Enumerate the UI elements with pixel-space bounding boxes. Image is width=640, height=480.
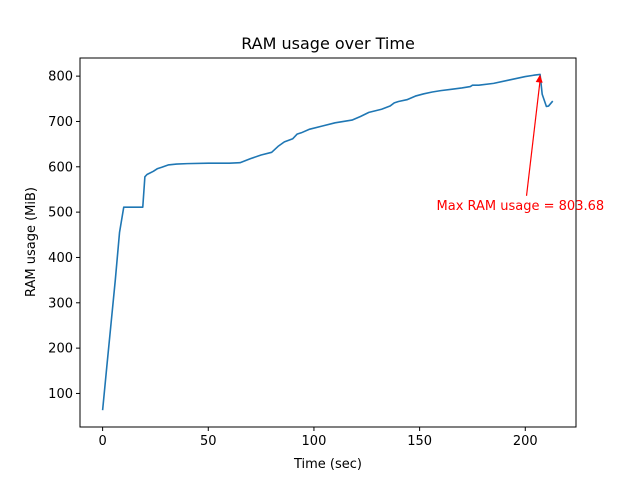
- y-tick-label: 800: [48, 70, 73, 85]
- y-tick-label: 400: [48, 251, 73, 266]
- x-axis-label: Time (sec): [293, 457, 362, 472]
- y-tick-label: 300: [48, 296, 73, 311]
- y-tick-label: 200: [48, 342, 73, 357]
- tick-group: 0 50 100 150 200 100 200 300 400 500 600 700 800: [48, 70, 538, 449]
- annotation-arrow-line: [525, 80, 541, 196]
- y-tick-label: 600: [48, 160, 73, 175]
- annotation-text: Max RAM usage = 803.68: [437, 199, 605, 214]
- axes-frame: [79, 57, 577, 428]
- series-line-0: [101, 73, 554, 411]
- plot-area: [101, 73, 554, 411]
- y-tick-label: 700: [48, 115, 73, 130]
- y-tick-label: 500: [48, 206, 73, 221]
- annotation-group: Max RAM usage = 803.68: [437, 74, 605, 214]
- x-tick-label: 100: [302, 434, 327, 449]
- y-tick-label: 100: [48, 387, 73, 402]
- x-tick-label: 50: [200, 434, 217, 449]
- x-tick-label: 150: [407, 434, 432, 449]
- chart-title: RAM usage over Time: [241, 34, 415, 53]
- x-tick-label: 0: [98, 434, 106, 449]
- annotation-arrowhead: [535, 74, 543, 83]
- y-axis-label: RAM usage (MiB): [24, 187, 39, 297]
- x-tick-label: 200: [513, 434, 538, 449]
